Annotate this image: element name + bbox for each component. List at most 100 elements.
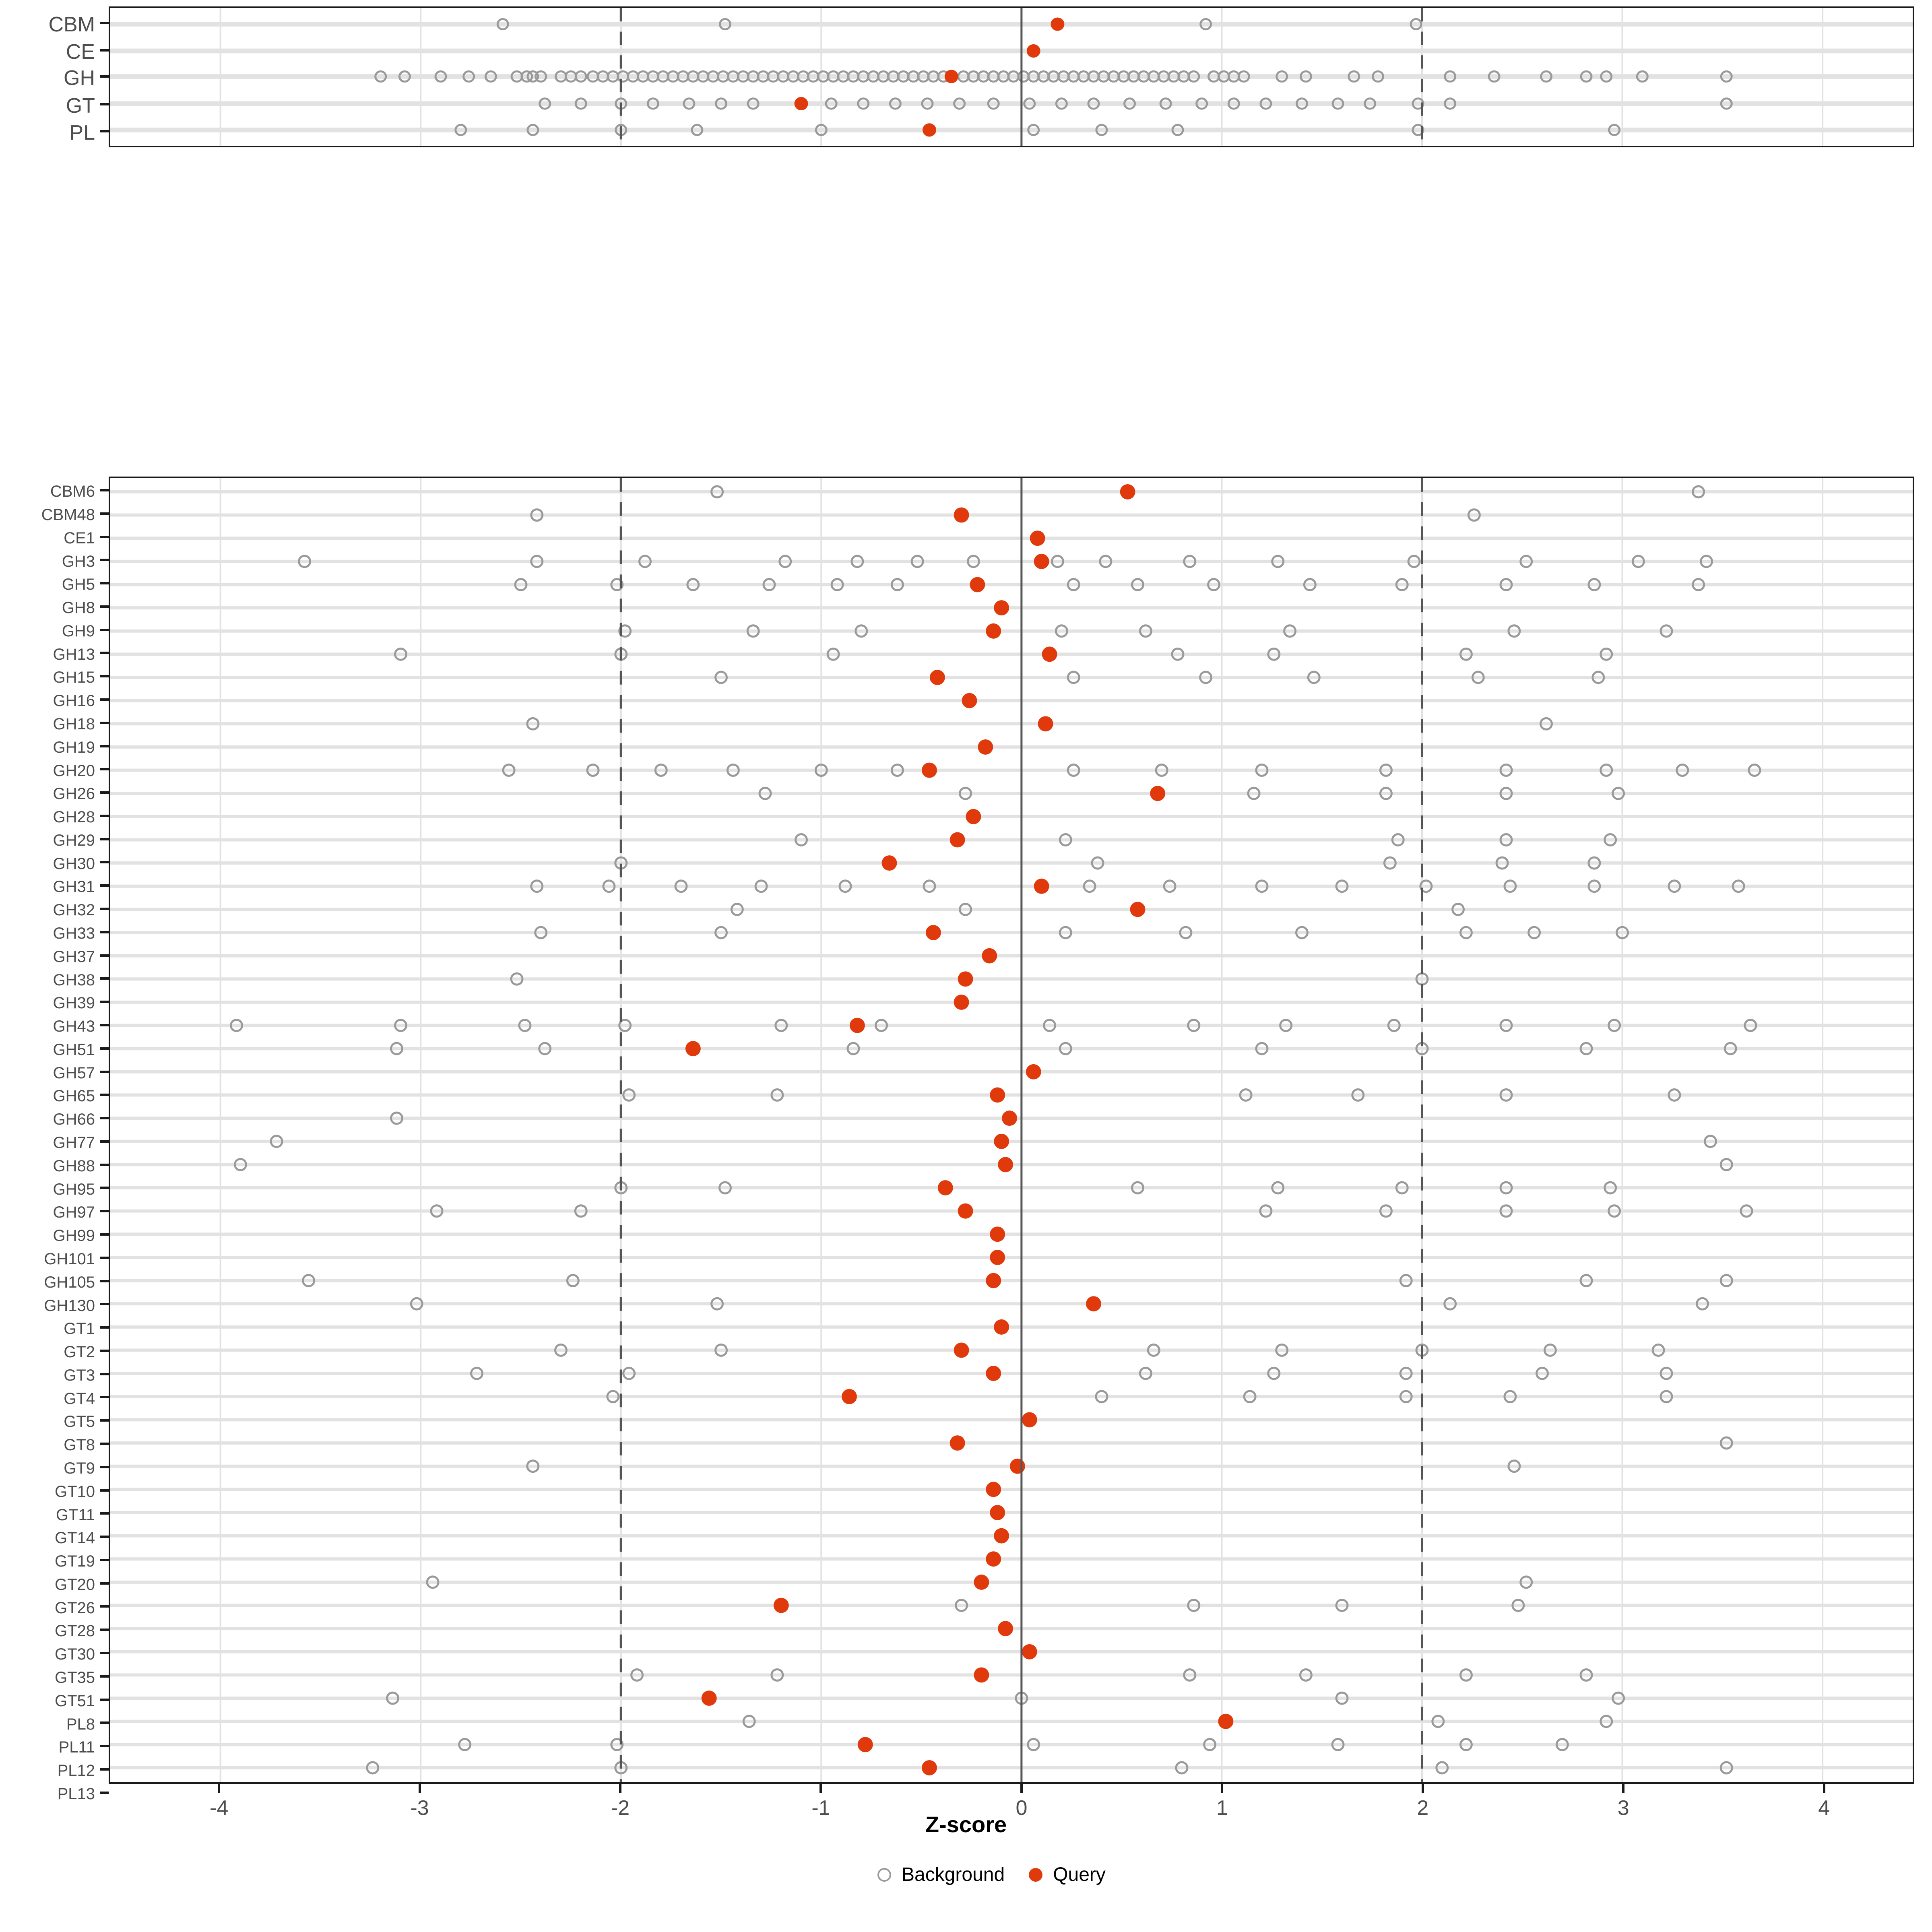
background-point [1499,764,1513,777]
background-point [1303,578,1317,591]
background-point [526,1459,540,1473]
background-point [1431,1715,1445,1728]
x-axis-tick-label: 1 [1216,1796,1228,1820]
y-axis-label-gh65: GH65 [53,1087,95,1105]
background-point [1171,124,1184,136]
background-point [1059,833,1072,846]
background-point [1237,70,1250,83]
background-point [1543,1344,1557,1357]
x-axis-tick-label: 0 [1016,1796,1028,1820]
background-point [1604,833,1617,846]
background-point [959,902,972,916]
query-point [1022,1412,1037,1428]
query-point [922,762,937,778]
query-point [1042,646,1057,662]
background-point [398,70,411,83]
background-point [1608,1204,1621,1218]
y-axis-tick [100,861,109,864]
background-point [1139,1366,1152,1380]
background-point [630,1668,644,1682]
background-point [1651,1344,1665,1357]
background-point [622,1088,636,1102]
query-point [949,832,965,848]
background-point [1579,1668,1593,1682]
background-point [1027,1738,1040,1751]
y-axis-label-gt10: GT10 [54,1482,95,1501]
y-axis-label-pl8: PL8 [66,1715,95,1733]
background-point [1131,578,1144,591]
query-legend-marker-icon [1029,1868,1043,1882]
query-point [994,1133,1009,1149]
y-axis-label-gh95: GH95 [53,1180,95,1198]
background-point [1412,124,1424,136]
background-point [554,1344,568,1357]
background-point [686,578,700,591]
y-axis-label-gh30: GH30 [53,855,95,873]
y-axis-tick [100,1419,109,1422]
background-point [1067,764,1080,777]
query-point [857,1737,873,1752]
background-point [1307,671,1321,684]
y-axis-label-gh18: GH18 [53,715,95,733]
background-point [714,671,728,684]
background-point [1459,926,1473,939]
background-point [1636,70,1649,83]
y-axis-label-gt51: GT51 [54,1692,95,1710]
background-point [520,70,533,83]
background-point [1379,1204,1393,1218]
y-axis-label-gh: GH [64,66,95,90]
y-axis-tick [100,1442,109,1445]
query-point [1130,902,1146,917]
y-axis-label-gh13: GH13 [53,645,95,663]
background-point [1459,647,1473,661]
query-point [849,1018,865,1033]
background-point [394,1019,407,1032]
y-axis-label-gt19: GT19 [54,1552,95,1571]
background-point [1379,764,1393,777]
background-point [1668,1088,1681,1102]
background-point [530,879,544,893]
background-point [1600,1715,1613,1728]
background-point [1703,1135,1717,1148]
background-point [747,97,760,110]
background-point [1660,624,1673,638]
background-point [1383,856,1397,870]
background-point [1444,70,1457,83]
background-point [606,1390,620,1404]
background-point [366,1761,380,1775]
query-point [954,507,969,523]
background-point [1295,97,1308,110]
query-point [986,1551,1001,1567]
y-axis-tick [100,1582,109,1585]
background-point [1099,555,1113,568]
background-point [1187,1019,1201,1032]
background-point [838,879,852,893]
x-axis-tick [1020,1784,1023,1793]
x-axis-tick-label: 4 [1818,1796,1830,1820]
background-point [923,879,936,893]
y-axis-tick [100,1326,109,1329]
background-point [458,1738,472,1751]
background-point [534,926,548,939]
background-point [1348,70,1360,83]
background-point [1580,70,1593,83]
background-point [1095,124,1108,136]
background-point [610,578,624,591]
background-point [1495,856,1509,870]
y-axis-tick [100,49,109,52]
background-point [1719,1274,1733,1288]
background-point [1720,70,1733,83]
background-point [1612,786,1625,800]
y-axis-label-gh15: GH15 [53,669,95,687]
y-axis-label-pl: PL [69,121,95,145]
y-axis-label-gh29: GH29 [53,831,95,849]
query-point [1026,1064,1041,1080]
background-point [953,97,966,110]
background-point [1299,1668,1313,1682]
query-point [958,971,973,987]
background-point [850,555,864,568]
y-axis-tick [100,582,109,585]
query-point [773,1598,789,1613]
y-axis-label-gt3: GT3 [64,1366,95,1384]
query-point [986,1273,1001,1288]
